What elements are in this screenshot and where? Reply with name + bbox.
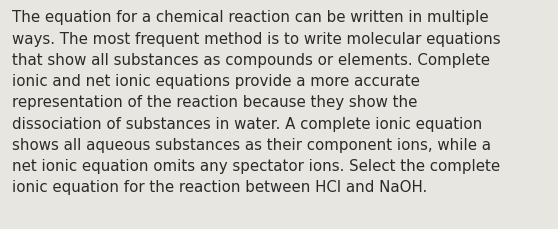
Text: The equation for a chemical reaction can be written in multiple
ways. The most f: The equation for a chemical reaction can… — [12, 10, 501, 194]
